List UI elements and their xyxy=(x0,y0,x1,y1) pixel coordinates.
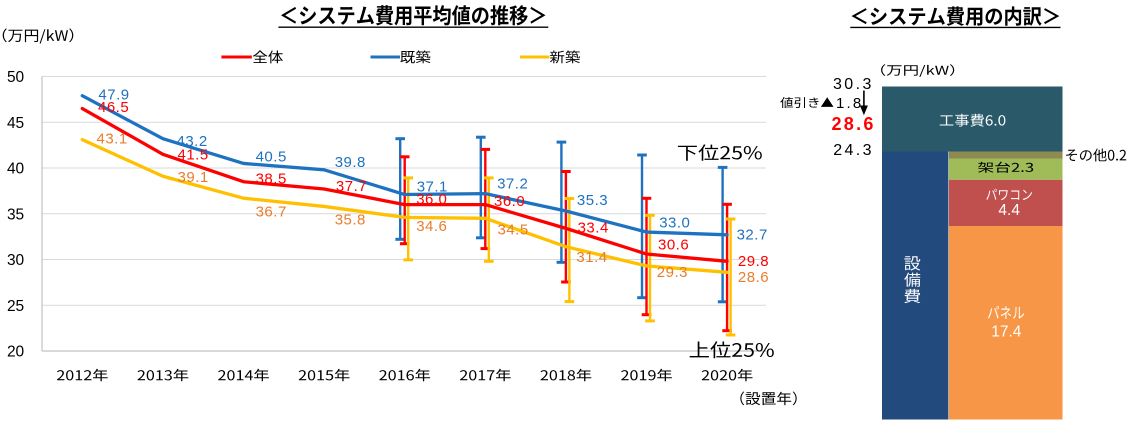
svg-text:39.1: 39.1 xyxy=(178,169,209,186)
svg-text:37.1: 37.1 xyxy=(417,178,448,195)
svg-text:37.2: 37.2 xyxy=(497,176,528,193)
svg-text:1.8: 1.8 xyxy=(836,95,863,112)
svg-text:34.6: 34.6 xyxy=(416,218,447,235)
svg-text:35.3: 35.3 xyxy=(577,192,608,209)
svg-text:29.3: 29.3 xyxy=(657,264,688,281)
svg-text:31.4: 31.4 xyxy=(576,249,607,266)
svg-text:36.7: 36.7 xyxy=(256,203,287,220)
svg-text:45: 45 xyxy=(7,115,24,132)
svg-text:39.8: 39.8 xyxy=(335,154,366,171)
svg-text:29.8: 29.8 xyxy=(738,253,769,270)
svg-text:28.6: 28.6 xyxy=(832,114,876,134)
svg-text:40: 40 xyxy=(7,161,25,178)
svg-text:36.0: 36.0 xyxy=(416,191,447,208)
svg-text:43.1: 43.1 xyxy=(97,130,128,147)
svg-text:35.8: 35.8 xyxy=(335,212,366,229)
svg-text:30.3: 30.3 xyxy=(833,76,874,93)
svg-text:30.6: 30.6 xyxy=(658,237,689,254)
svg-text:17.4: 17.4 xyxy=(991,324,1022,341)
svg-text:34.5: 34.5 xyxy=(498,222,529,239)
svg-text:35: 35 xyxy=(7,206,24,223)
svg-text:47.9: 47.9 xyxy=(98,86,129,103)
svg-text:38.5: 38.5 xyxy=(256,171,287,188)
svg-text:50: 50 xyxy=(7,69,25,86)
svg-text:30: 30 xyxy=(7,252,25,269)
svg-text:43.2: 43.2 xyxy=(177,133,208,150)
svg-text:37.7: 37.7 xyxy=(336,178,367,195)
svg-text:36.0: 36.0 xyxy=(494,193,525,210)
svg-text:28.6: 28.6 xyxy=(738,269,769,286)
svg-text:40.5: 40.5 xyxy=(256,148,287,165)
svg-text:24.3: 24.3 xyxy=(833,142,874,159)
svg-text:4.4: 4.4 xyxy=(998,202,1020,219)
svg-text:33.4: 33.4 xyxy=(578,219,609,236)
svg-text:33.0: 33.0 xyxy=(659,214,690,231)
svg-text:32.7: 32.7 xyxy=(737,227,768,244)
svg-text:46.5: 46.5 xyxy=(98,99,129,116)
svg-text:20: 20 xyxy=(7,344,25,361)
svg-text:41.5: 41.5 xyxy=(178,147,209,164)
svg-text:25: 25 xyxy=(7,298,24,315)
